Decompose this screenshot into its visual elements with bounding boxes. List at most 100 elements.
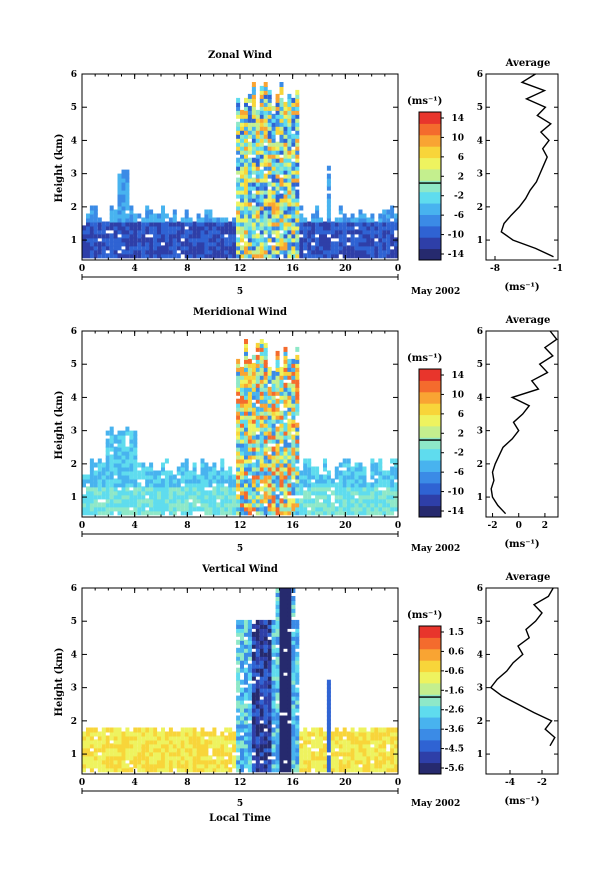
heatmap-cell — [236, 113, 241, 119]
heatmap-cell — [93, 490, 98, 496]
heatmap-cell — [117, 751, 122, 757]
heatmap-cell — [267, 743, 272, 749]
heatmap-cell — [240, 679, 244, 685]
heatmap-cell — [204, 225, 209, 231]
heatmap-cell — [220, 225, 225, 231]
heatmap-cell — [323, 466, 327, 472]
heatmap-cell — [244, 241, 248, 247]
x-tick-label: 20 — [339, 778, 352, 788]
heatmap-cell — [121, 430, 126, 436]
heatmap-cell — [287, 374, 292, 380]
heatmap-cell — [89, 213, 94, 219]
heatmap-cell — [378, 743, 383, 749]
heatmap-cell — [251, 402, 256, 408]
heatmap-cell — [236, 731, 241, 737]
heatmap-cell — [259, 683, 264, 689]
heatmap-cell — [287, 759, 292, 765]
heatmap-cell — [370, 731, 375, 737]
colorbar-swatch — [419, 751, 441, 764]
heatmap-cell — [244, 189, 248, 195]
heatmap-cell — [97, 462, 102, 468]
heatmap-cell — [323, 245, 327, 251]
heatmap-cell — [216, 743, 221, 749]
heatmap-cell — [247, 197, 252, 203]
heatmap-cell — [255, 727, 260, 733]
heatmap-cell — [275, 237, 280, 243]
heatmap-cell — [338, 249, 343, 255]
heatmap-cell — [326, 181, 331, 187]
y-tick-label: 4 — [71, 136, 77, 146]
heatmap-cell — [216, 751, 221, 757]
heatmap-cell — [117, 193, 122, 199]
colorbar-swatch — [419, 214, 441, 227]
heatmap-cell — [362, 510, 367, 516]
heatmap-cell — [386, 767, 391, 773]
heatmap-cell — [240, 189, 244, 195]
heatmap-cell — [291, 213, 296, 219]
heatmap-cell — [390, 494, 395, 500]
heatmap-cell — [271, 221, 276, 227]
heatmap-cell — [244, 619, 248, 625]
heatmap-cell — [354, 759, 359, 765]
heatmap-cell — [93, 747, 98, 753]
heatmap-cell — [283, 639, 288, 645]
heatmap-cell — [129, 755, 134, 761]
heatmap-cell — [82, 225, 86, 231]
heatmap-cell — [291, 193, 296, 199]
heatmap-cell — [267, 117, 272, 123]
heatmap-cell — [247, 655, 252, 661]
heatmap-cell — [291, 221, 296, 227]
heatmap-cell — [287, 470, 292, 476]
heatmap-cell — [291, 759, 296, 765]
heatmap-cell — [208, 739, 213, 745]
heatmap-cell — [188, 474, 193, 480]
heatmap-cell — [291, 671, 296, 677]
heatmap-cell — [149, 506, 154, 512]
heatmap-cell — [125, 249, 130, 255]
heatmap-cell — [121, 502, 126, 508]
heatmap-cell — [244, 454, 248, 460]
heatmap-cell — [271, 506, 276, 512]
heatmap-cell — [255, 699, 260, 705]
heatmap-cell — [161, 755, 165, 761]
y-tick-label: 2 — [71, 460, 77, 470]
heatmap-cell — [145, 747, 150, 753]
heatmap-cell — [244, 655, 248, 661]
heatmap-cell — [240, 659, 244, 665]
heatmap-cell — [271, 382, 276, 388]
heatmap-cell — [279, 498, 284, 504]
heatmap-cell — [291, 434, 296, 440]
heatmap-cell — [240, 185, 244, 191]
heatmap-cell — [247, 482, 252, 488]
heatmap-cell — [386, 478, 391, 484]
heatmap-cell — [240, 691, 244, 697]
heatmap-cell — [236, 687, 241, 693]
heatmap-cell — [149, 478, 154, 484]
heatmap-cell — [307, 470, 312, 476]
heatmap-cell — [259, 707, 264, 713]
heatmap-cell — [295, 438, 300, 444]
heatmap-cell — [247, 458, 252, 464]
heatmap-cell — [212, 237, 217, 243]
heatmap-cell — [157, 470, 161, 476]
heatmap-cell — [291, 651, 296, 657]
heatmap-cell — [121, 177, 126, 183]
heatmap-cell — [338, 241, 343, 247]
heatmap-cell — [283, 398, 288, 404]
heatmap-cell — [184, 727, 189, 733]
heatmap-cell — [326, 209, 331, 215]
heatmap-cell — [145, 213, 150, 219]
heatmap-cell — [358, 747, 363, 753]
heatmap-cell — [259, 213, 264, 219]
heatmap-cell — [251, 711, 256, 717]
heatmap-cell — [259, 350, 264, 356]
heatmap-cell — [350, 253, 355, 259]
heatmap-cell — [259, 221, 264, 227]
heatmap-cell — [271, 133, 276, 139]
heatmap-cell — [113, 217, 118, 223]
heatmap-cell — [200, 506, 205, 512]
heatmap-cell — [350, 506, 355, 512]
heatmap-cell — [275, 707, 280, 713]
heatmap-cell — [346, 502, 351, 508]
heatmap-cell — [125, 474, 130, 480]
